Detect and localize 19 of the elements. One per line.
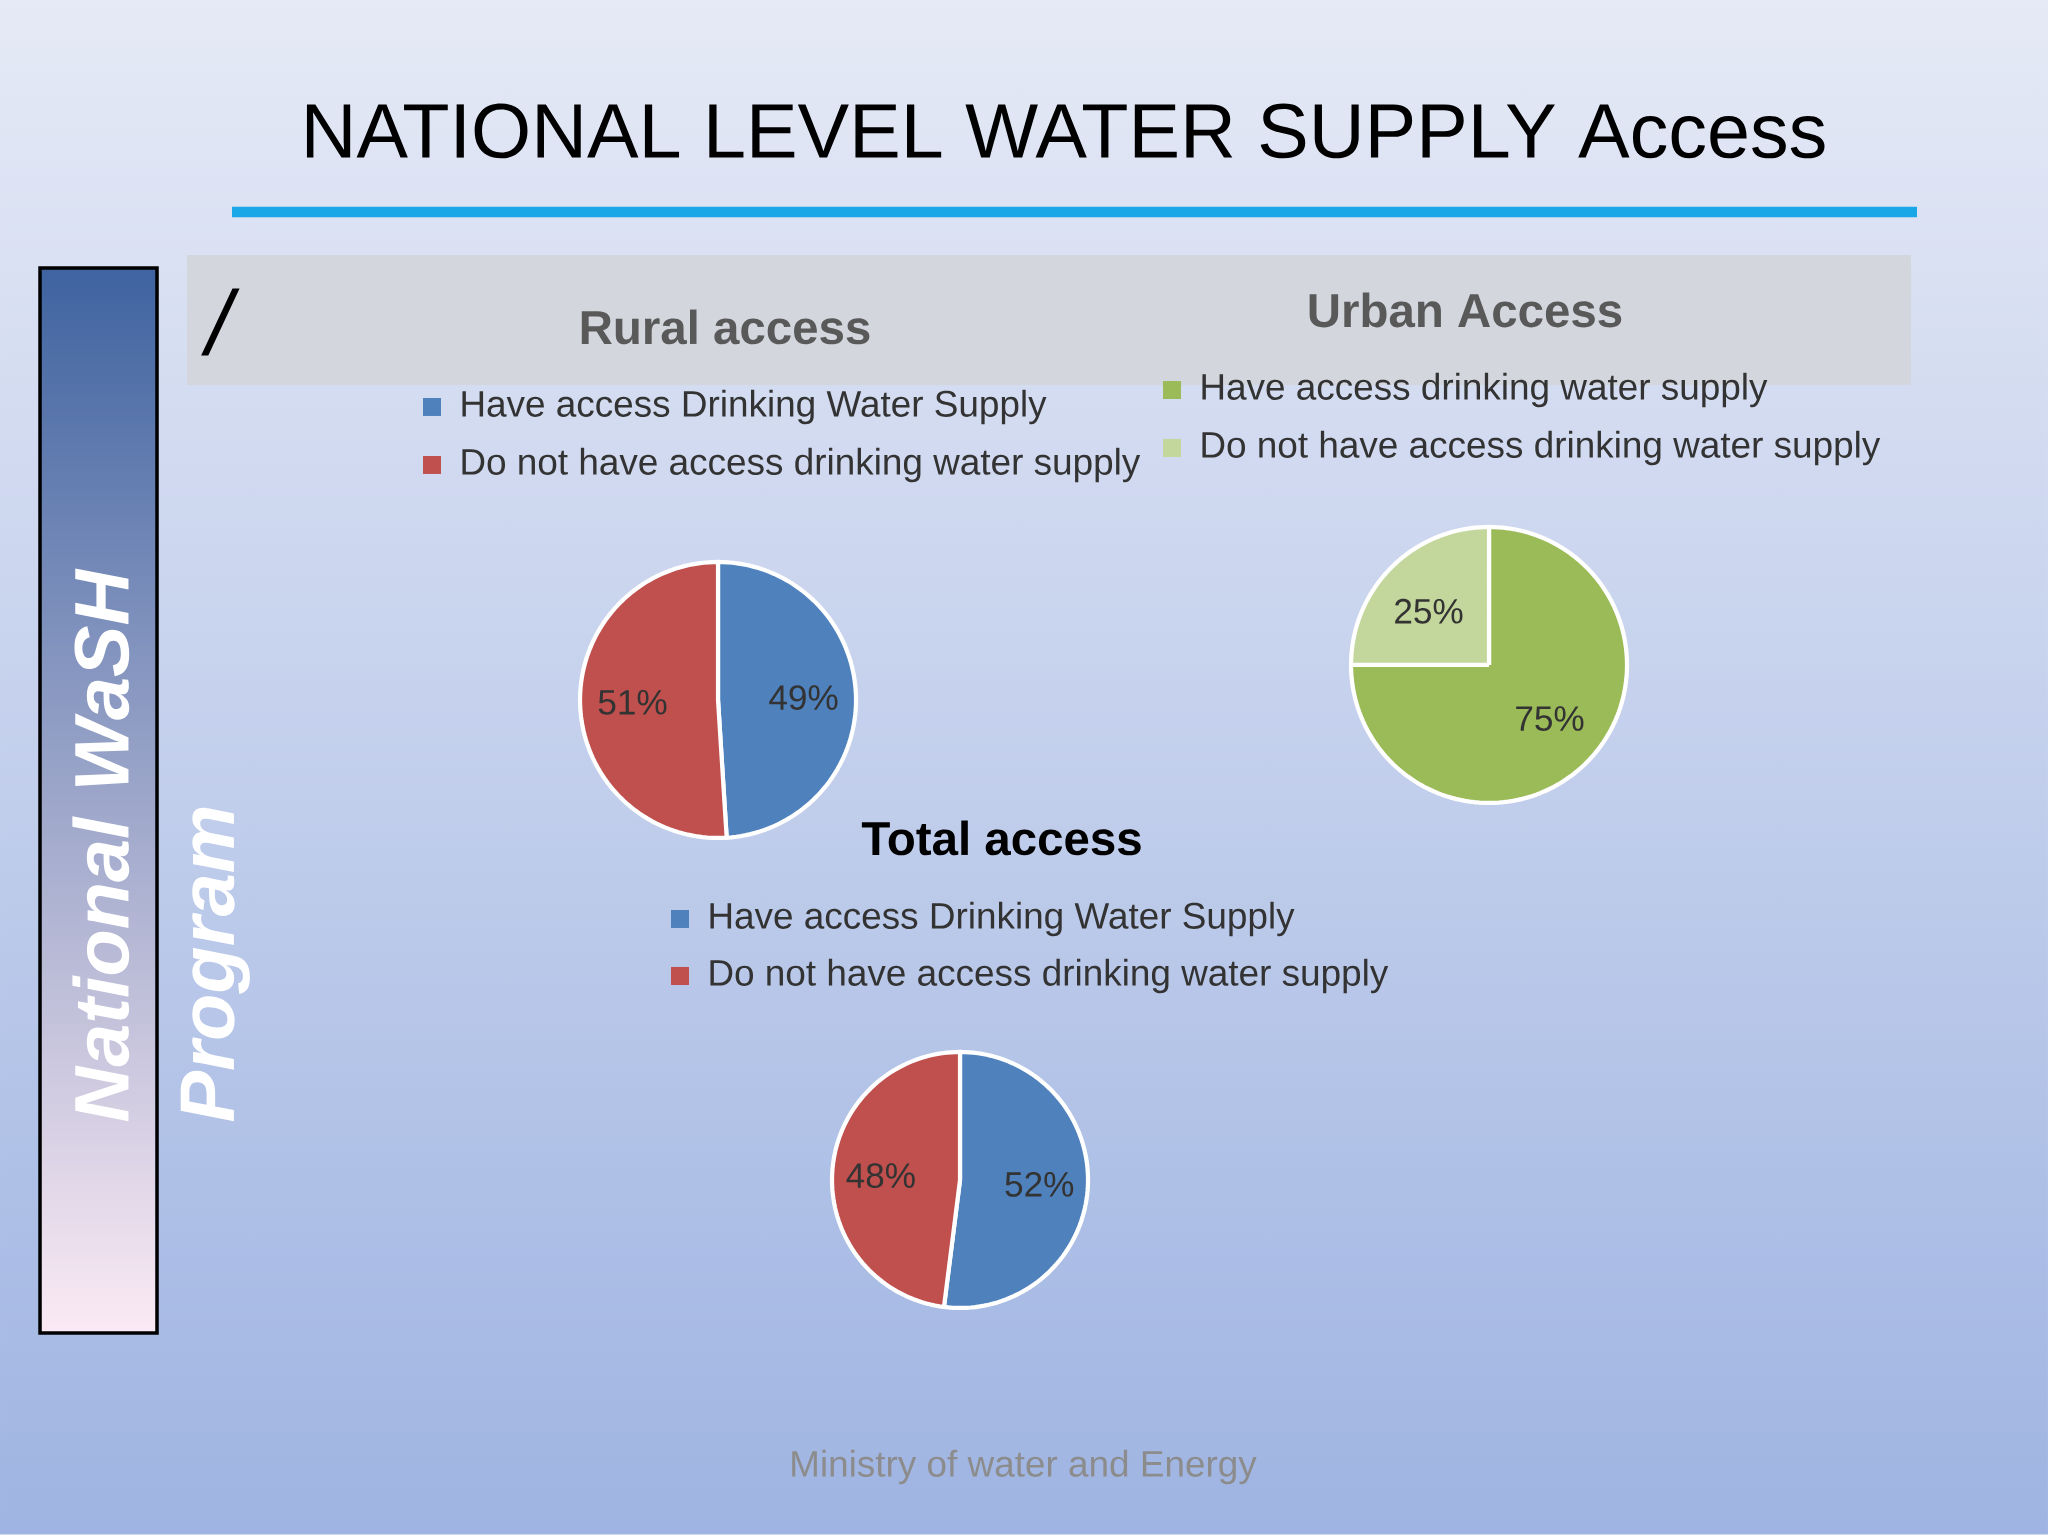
text: Ministry of water and Energy <box>792 1449 1257 1485</box>
legend-label: Have access drinking water supply <box>1202 372 1768 408</box>
text: National WaSH Program <box>72 568 250 1122</box>
chart-title: Total access <box>861 820 1141 856</box>
chart-title: Urban Access <box>1309 292 1622 328</box>
legend-label: Have access Drinking Water Supply <box>710 901 1295 937</box>
legend-label: Do not have access drinking water supply <box>1202 430 1881 466</box>
text: NATIONAL LEVEL WATER SUPPLY Access <box>306 103 1825 159</box>
data-label: 49% <box>769 685 838 711</box>
legend-label: Do not have access drinking water supply <box>462 447 1141 483</box>
text: / <box>201 288 240 356</box>
data-label: 25% <box>1395 598 1463 624</box>
chart-title: Rural access <box>581 309 870 345</box>
data-label: 52% <box>1005 1171 1074 1197</box>
data-label: 51% <box>598 689 667 715</box>
data-label: 48% <box>846 1163 915 1189</box>
legend-label: Have access Drinking Water Supply <box>462 389 1047 425</box>
data-label: 75% <box>1516 706 1584 731</box>
legend-label: Do not have access drinking water supply <box>710 958 1389 994</box>
